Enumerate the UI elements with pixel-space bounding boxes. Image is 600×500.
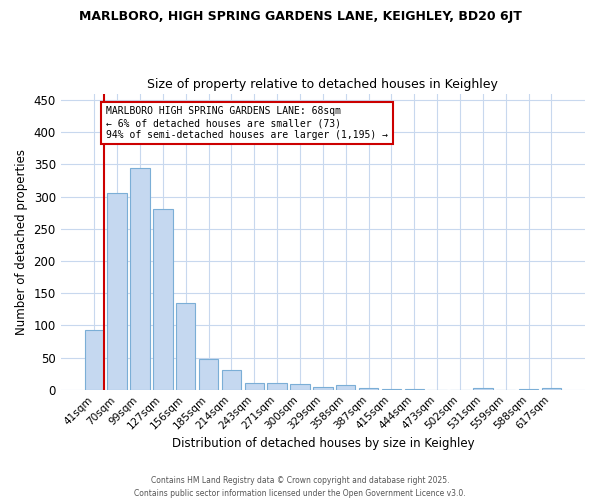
Text: MARLBORO, HIGH SPRING GARDENS LANE, KEIGHLEY, BD20 6JT: MARLBORO, HIGH SPRING GARDENS LANE, KEIG… — [79, 10, 521, 23]
Bar — [130, 168, 149, 390]
Bar — [221, 370, 241, 390]
Bar — [176, 304, 196, 390]
Bar — [85, 330, 104, 390]
Bar — [153, 209, 173, 390]
Bar — [313, 386, 332, 390]
Bar — [473, 388, 493, 390]
X-axis label: Distribution of detached houses by size in Keighley: Distribution of detached houses by size … — [172, 437, 474, 450]
Bar — [199, 360, 218, 390]
Y-axis label: Number of detached properties: Number of detached properties — [15, 148, 28, 334]
Bar — [290, 384, 310, 390]
Bar — [519, 389, 538, 390]
Bar — [107, 194, 127, 390]
Bar — [245, 384, 264, 390]
Bar — [359, 388, 378, 390]
Text: MARLBORO HIGH SPRING GARDENS LANE: 68sqm
← 6% of detached houses are smaller (73: MARLBORO HIGH SPRING GARDENS LANE: 68sqm… — [106, 106, 388, 140]
Bar — [542, 388, 561, 390]
Bar — [336, 385, 355, 390]
Bar — [404, 389, 424, 390]
Bar — [268, 382, 287, 390]
Bar — [382, 389, 401, 390]
Title: Size of property relative to detached houses in Keighley: Size of property relative to detached ho… — [148, 78, 498, 91]
Text: Contains HM Land Registry data © Crown copyright and database right 2025.
Contai: Contains HM Land Registry data © Crown c… — [134, 476, 466, 498]
